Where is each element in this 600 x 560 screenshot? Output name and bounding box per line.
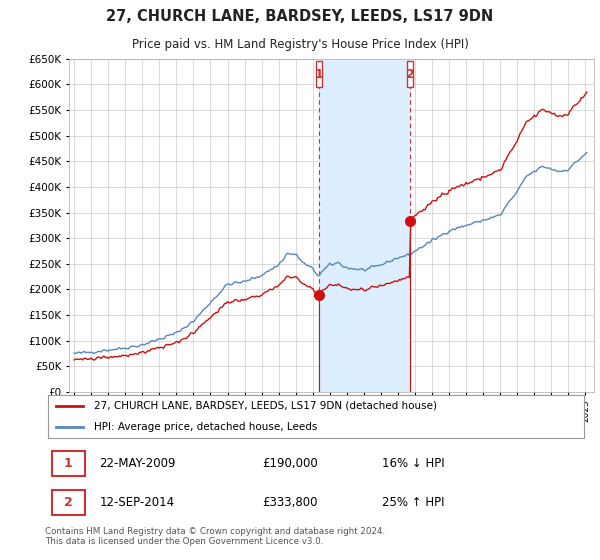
FancyBboxPatch shape [316,62,322,87]
FancyBboxPatch shape [407,62,413,87]
Text: 2: 2 [406,68,414,81]
Text: 22-MAY-2009: 22-MAY-2009 [100,456,176,470]
Text: 12-SEP-2014: 12-SEP-2014 [100,496,175,510]
Bar [319,59,410,392]
Text: 2: 2 [64,496,73,510]
Text: 1: 1 [314,68,323,81]
Text: 27, CHURCH LANE, BARDSEY, LEEDS, LS17 9DN (detached house): 27, CHURCH LANE, BARDSEY, LEEDS, LS17 9D… [94,400,437,410]
Text: £190,000: £190,000 [262,456,318,470]
FancyBboxPatch shape [52,491,85,515]
Text: 25% ↑ HPI: 25% ↑ HPI [382,496,444,510]
FancyBboxPatch shape [52,451,85,475]
Text: HPI: Average price, detached house, Leeds: HPI: Average price, detached house, Leed… [94,422,317,432]
Text: 16% ↓ HPI: 16% ↓ HPI [382,456,444,470]
Text: 1: 1 [64,456,73,470]
FancyBboxPatch shape [48,395,584,438]
Text: Contains HM Land Registry data © Crown copyright and database right 2024.
This d: Contains HM Land Registry data © Crown c… [45,527,385,547]
Text: Price paid vs. HM Land Registry's House Price Index (HPI): Price paid vs. HM Land Registry's House … [131,38,469,51]
Text: 27, CHURCH LANE, BARDSEY, LEEDS, LS17 9DN: 27, CHURCH LANE, BARDSEY, LEEDS, LS17 9D… [106,9,494,24]
Text: £333,800: £333,800 [262,496,318,510]
